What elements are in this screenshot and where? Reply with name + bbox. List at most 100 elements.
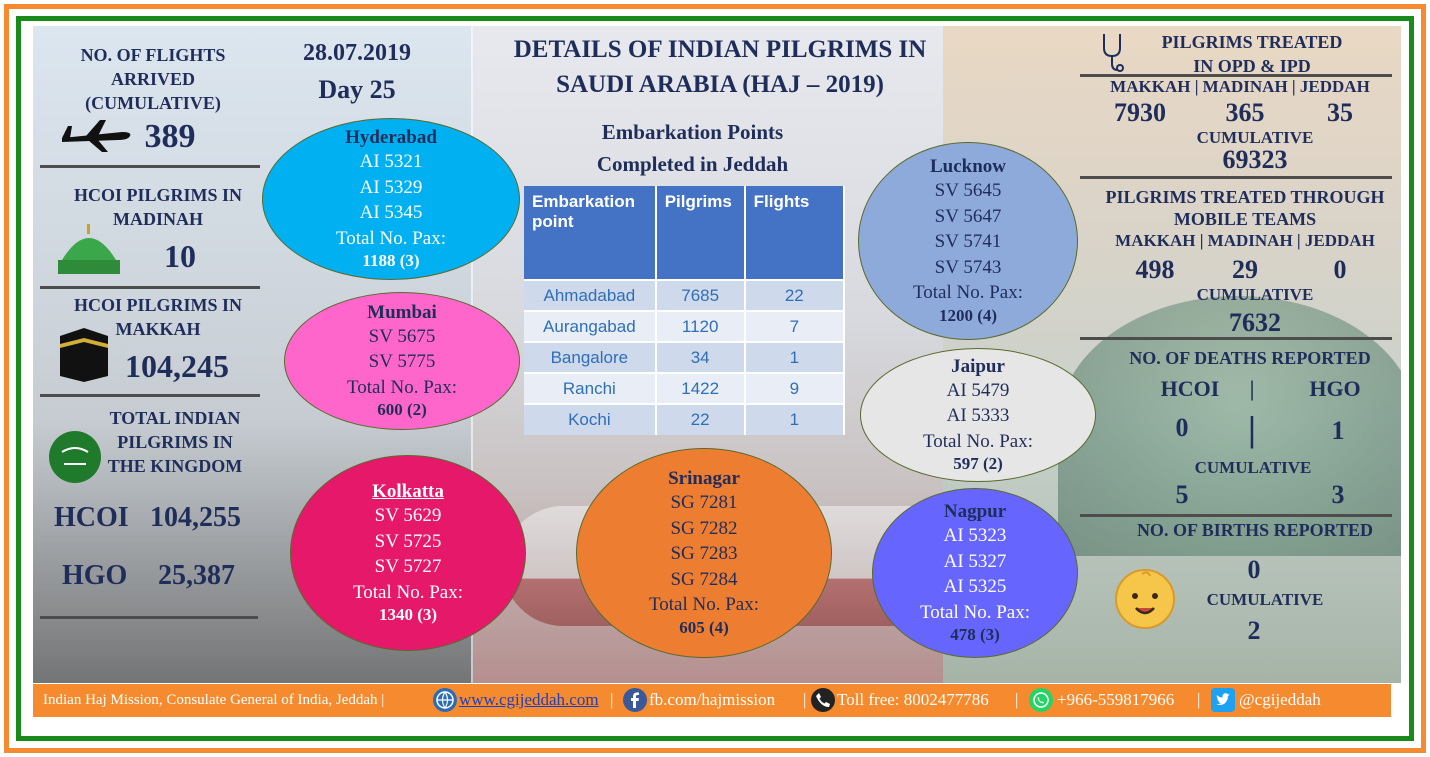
flight-number: SV 5645 [934, 180, 1002, 202]
flight-number: AI 5323 [943, 525, 1007, 546]
flight-number: AI 5325 [943, 576, 1007, 597]
table-cell: Aurangabad [524, 310, 657, 342]
srinagar-card: Srinagar SG 7281 SG 7282 SG 7283 SG 7284… [576, 448, 832, 658]
embarkation-table: Embarkation point Pilgrims Flights Ahmad… [524, 186, 846, 435]
flight-number: SV 5629 [374, 505, 442, 526]
table-cell: 7685 [655, 279, 746, 311]
footer-separator: | [1197, 690, 1201, 709]
hcoi-label: HCOI [54, 502, 129, 533]
opd-jeddah-value: 35 [1327, 98, 1353, 127]
hcoi-value: 104,255 [150, 502, 241, 533]
footer-separator: | [610, 690, 614, 709]
mobile-makkah-value: 498 [1135, 255, 1175, 284]
opd-madinah-value: 365 [1225, 98, 1265, 127]
table-cell: Ranchi [524, 372, 657, 404]
opd-cities: MAKKAH | MADINAH | JEDDAH [1110, 77, 1370, 96]
table-cell: 1422 [655, 372, 746, 404]
opd-cumulative-label: CUMULATIVE [1196, 128, 1314, 147]
airplane-icon [62, 120, 131, 152]
deaths-cum-hgo-value: 3 [1331, 480, 1345, 509]
mobile-madinah-value: 29 [1232, 255, 1258, 284]
report-date: 28.07.2019 [303, 40, 411, 66]
total-pax-value: 600 (2) [377, 400, 427, 420]
jaipur-card: Jaipur AI 5479 AI 5333 Total No. Pax: 59… [860, 348, 1096, 482]
table-cell: 1 [744, 341, 846, 373]
table-cell: Ahmadabad [524, 279, 657, 311]
total-title: TOTAL INDIAN PILGRIMS IN THE KINGDOM [107, 408, 243, 476]
facebook-link[interactable]: fb.com/hajmission [649, 690, 776, 709]
total-pax-label: Total No. Pax: [912, 282, 1024, 304]
flights-title: NO. OF FLIGHTS ARRIVED (CUMULATIVE) [80, 45, 226, 113]
hgo-label: HGO [62, 560, 128, 591]
deaths-hcoi-label: HCOI [1160, 376, 1220, 401]
divider-line [1080, 74, 1392, 77]
makkah-value: 104,245 [125, 348, 229, 384]
table-cell: 7 [744, 310, 846, 342]
report-day: Day 25 [318, 75, 396, 104]
divider-line [40, 165, 260, 168]
city-name: Mumbai [367, 301, 437, 323]
table-row: Kochi 22 1 [524, 403, 846, 435]
lucknow-card: Lucknow SV 5645 SV 5647 SV 5741 SV 5743 … [858, 142, 1078, 340]
flight-number: AI 5345 [359, 202, 423, 223]
kaaba-icon [60, 328, 108, 382]
flight-number: AI 5329 [359, 176, 423, 198]
flight-number: SG 7281 [670, 492, 738, 514]
table-row: Bangalore 34 1 [524, 341, 846, 373]
city-name: Nagpur [943, 501, 1007, 522]
mobile-title: PILGRIMS TREATED THROUGH MOBILE TEAMS [1105, 187, 1385, 229]
deaths-hgo-label: HGO [1309, 376, 1361, 401]
hgo-value: 25,387 [158, 560, 235, 591]
twitter-icon [1211, 688, 1235, 712]
inner-frame [16, 16, 1414, 741]
whatsapp-icon [1029, 688, 1053, 712]
makkah-title: HCOI PILGRIMS IN MAKKAH [73, 295, 243, 339]
births-cumulative-label: CUMULATIVE [1206, 590, 1324, 609]
deaths-value-separator: | [1248, 409, 1256, 449]
mobile-cities: MAKKAH | MADINAH | JEDDAH [1115, 231, 1375, 250]
divider-line [40, 286, 260, 289]
table-row: Ranchi 1422 9 [524, 372, 846, 404]
hyderabad-card: Hyderabad AI 5321 AI 5329 AI 5345 Total … [262, 118, 520, 280]
city-name: Jaipur [951, 355, 1005, 377]
total-pax-value: 1188 (3) [362, 251, 420, 270]
table-row: Aurangabad 1120 7 [524, 310, 846, 342]
column-header: Pilgrims [655, 186, 746, 280]
total-pax-value: 605 (4) [679, 617, 729, 637]
flight-number: SV 5675 [368, 325, 436, 347]
divider-line [40, 394, 260, 397]
deaths-title: NO. OF DEATHS REPORTED [1129, 348, 1371, 368]
mobile-jeddah-value: 0 [1333, 255, 1347, 284]
flight-number: AI 5321 [359, 151, 423, 172]
twitter-handle[interactable]: @cgijeddah [1239, 690, 1321, 709]
births-title: NO. OF BIRTHS REPORTED [1136, 520, 1374, 540]
births-cumulative-value: 2 [1247, 616, 1261, 645]
flights-value: 389 [144, 118, 196, 155]
divider-line [1080, 514, 1392, 517]
city-name: Kolkatta [372, 481, 444, 502]
table-header-row: Embarkation point Pilgrims Flights [524, 186, 846, 280]
flight-number: SV 5741 [934, 231, 1002, 253]
deaths-cum-hcoi-value: 5 [1175, 480, 1189, 509]
flight-number: SV 5743 [934, 256, 1002, 278]
city-name: Hyderabad [345, 127, 437, 148]
deaths-separator: | [1249, 376, 1255, 401]
deaths-hgo-value: 1 [1331, 416, 1345, 445]
total-pax-label: Total No. Pax: [922, 430, 1034, 452]
total-pax-label: Total No. Pax: [346, 376, 458, 398]
flight-number: SV 5725 [374, 530, 442, 552]
phone-icon [811, 688, 835, 712]
footer-separator: | [803, 690, 807, 709]
mobile-cumulative-label: CUMULATIVE [1196, 285, 1314, 304]
divider-line [40, 616, 258, 619]
footer-bar: Indian Haj Mission, Consulate General of… [33, 684, 1391, 717]
table-cell: 9 [744, 372, 846, 404]
total-pax-label: Total No. Pax: [352, 581, 464, 603]
total-pax-label: Total No. Pax: [335, 227, 447, 249]
opd-cumulative-value: 69323 [1222, 145, 1288, 174]
table-cell: 34 [655, 341, 746, 373]
kolkatta-card: Kolkatta SV 5629 SV 5725 SV 5727 Total N… [290, 455, 526, 651]
website-link[interactable]: www.cgijeddah.com [459, 690, 599, 709]
mumbai-card: Mumbai SV 5675 SV 5775 Total No. Pax: 60… [284, 292, 520, 430]
table-cell: 22 [744, 279, 846, 311]
